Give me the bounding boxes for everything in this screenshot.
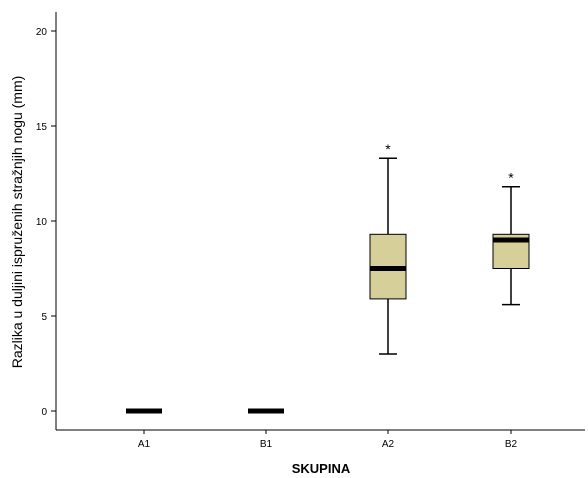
box-A2: *	[369, 141, 407, 355]
y-tick-label: 20	[36, 27, 48, 38]
boxes: **	[126, 141, 530, 414]
y-tick-label: 0	[41, 407, 47, 418]
outlier-marker: *	[508, 169, 514, 185]
outlier-marker: *	[385, 141, 391, 157]
y-ticks: 0 5 10 15 20	[36, 27, 56, 418]
x-tick-label: B2	[505, 439, 518, 450]
x-tick-label: B1	[260, 439, 273, 450]
x-tick-label: A1	[138, 439, 151, 450]
axes	[55, 12, 585, 431]
x-tick-label: A2	[382, 439, 395, 450]
x-axis-title: SKUPINA	[292, 461, 351, 476]
y-tick-label: 5	[41, 312, 47, 323]
x-ticks: A1 B1 A2 B2	[138, 430, 518, 450]
y-axis-title: Razlika u duljini ispruženih stražnjih n…	[9, 76, 25, 369]
y-tick-label: 15	[36, 122, 48, 133]
y-tick-label: 10	[36, 217, 48, 228]
box-B2: *	[492, 169, 530, 306]
